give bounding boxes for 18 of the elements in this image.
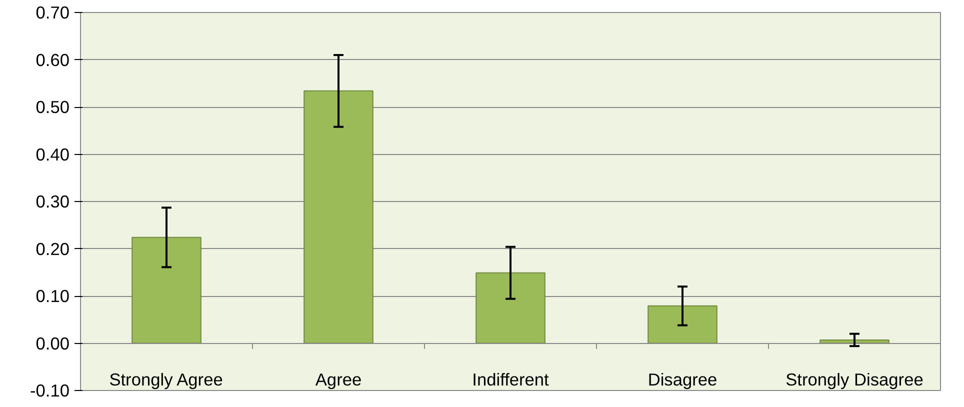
x-tick-label: Strongly Disagree: [786, 369, 924, 390]
y-tick-label: 0.10: [36, 286, 70, 306]
y-tick-label: 0.40: [36, 144, 70, 164]
x-tick-label: Indifferent: [472, 369, 550, 390]
bar: [132, 236, 202, 344]
y-tick-label: 0.20: [36, 238, 70, 259]
x-tick-label: Strongly Agree: [109, 369, 223, 390]
y-tick-label: -0.10: [30, 380, 70, 400]
y-tick-label: 0.60: [36, 50, 70, 70]
y-tick-label: 0.30: [36, 192, 70, 212]
y-tick-label: 0.50: [36, 97, 70, 117]
x-tick-label: Agree: [315, 369, 362, 390]
bar: [476, 272, 546, 344]
y-tick-label: 0.70: [36, 2, 70, 22]
y-tick-label: 0.00: [36, 333, 70, 354]
bar: [304, 90, 374, 344]
bar: [648, 305, 718, 344]
x-tick-label: Disagree: [648, 369, 718, 390]
